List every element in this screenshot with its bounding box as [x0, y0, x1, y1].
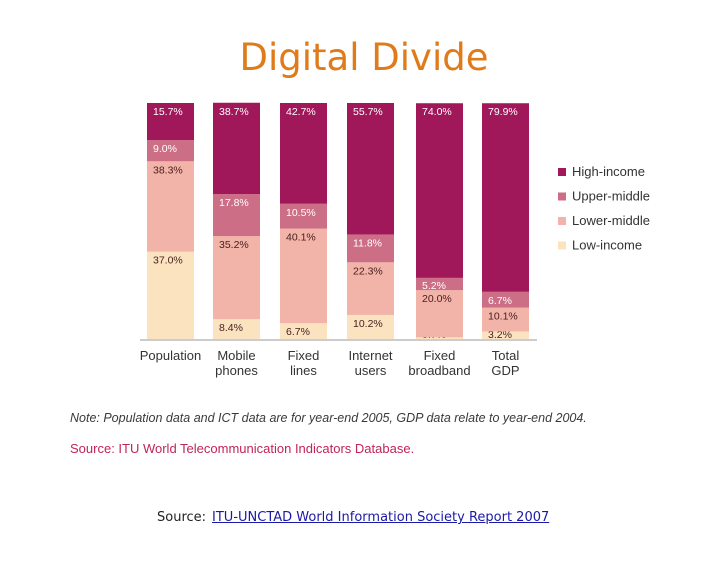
data-label: 42.7%	[286, 106, 316, 118]
bar-high-income-mobile-phones	[213, 102, 260, 195]
data-label: 55.7%	[353, 106, 383, 118]
bar-upper-middle-total-gdp	[482, 291, 529, 308]
bar-lower-middle-internet-users	[347, 262, 394, 315]
x-tick-label: Fixed	[288, 348, 320, 363]
bar-low-income-total-gdp	[482, 331, 529, 339]
bar-high-income-fixed-lines	[280, 103, 327, 204]
x-tick-label: Population	[140, 348, 201, 363]
source-label: Source:	[157, 510, 207, 525]
data-label: 10.5%	[286, 207, 316, 219]
data-label: 35.2%	[219, 239, 249, 251]
bar-high-income-fixed-broadband	[416, 103, 463, 278]
x-tick-label: broadband	[408, 363, 470, 378]
data-label: 17.8%	[219, 197, 249, 209]
stacked-bar-chart: 37.0% 38.3% 9.0% 15.7% Population 8.4% 35.2% 17…	[140, 102, 650, 378]
data-label: 22.3%	[353, 265, 383, 277]
legend-label-low-income: Low-income	[572, 238, 642, 253]
x-tick-label: users	[355, 363, 387, 378]
data-label: 37.0%	[153, 255, 183, 267]
data-label: 38.3%	[153, 164, 183, 176]
bar-low-income-fixed-broadband	[416, 337, 463, 339]
bar-lower-middle-mobile-phones	[213, 236, 260, 320]
x-tick-label: Total	[492, 348, 520, 363]
bar-upper-middle-internet-users	[347, 234, 394, 263]
x-tick-label: Mobile	[217, 348, 255, 363]
data-label: 6.7%	[286, 326, 310, 338]
x-tick-label: phones	[215, 363, 258, 378]
bar-low-income-mobile-phones	[213, 319, 260, 339]
bar-upper-middle-population	[147, 140, 194, 162]
bar-high-income-internet-users	[347, 103, 394, 235]
data-label: 40.1%	[286, 232, 316, 244]
bar-upper-middle-fixed-lines	[280, 203, 327, 229]
data-label: 10.2%	[353, 318, 383, 330]
legend-swatch-high-income	[558, 168, 566, 176]
data-label: 11.8%	[353, 237, 382, 249]
data-label: 6.7%	[488, 295, 512, 307]
source-link[interactable]: ITU-UNCTAD World Information Society Rep…	[212, 510, 550, 525]
x-tick-label: lines	[290, 363, 317, 378]
bar-high-income-total-gdp	[482, 103, 529, 292]
data-label: 5.2%	[422, 280, 446, 292]
bar-upper-middle-mobile-phones	[213, 194, 260, 237]
bar-low-income-internet-users	[347, 314, 394, 339]
legend-label-lower-middle: Lower-middle	[572, 213, 650, 228]
bar-low-income-fixed-lines	[280, 323, 327, 339]
data-label: 20.0%	[422, 293, 452, 305]
source-line: Source: ITU-UNCTAD World Information Soci…	[157, 510, 549, 525]
bar-high-income-population	[147, 103, 194, 141]
legend-label-high-income: High-income	[572, 164, 645, 179]
x-tick-label: Fixed	[424, 348, 456, 363]
data-label: 3.2%	[488, 329, 512, 341]
chart-note: Note: Population data and ICT data are f…	[70, 411, 587, 425]
bar-lower-middle-population	[147, 161, 194, 252]
data-label: 9.0%	[153, 143, 177, 155]
x-tick-label: Internet	[348, 348, 392, 363]
bar-lower-middle-fixed-broadband	[416, 290, 463, 338]
bar-lower-middle-total-gdp	[482, 307, 529, 332]
data-label: 10.1%	[488, 311, 518, 323]
page-title: Digital Divide	[239, 36, 489, 79]
bar-low-income-population	[147, 251, 194, 339]
database-source: Source: ITU World Telecommunication Indi…	[70, 441, 415, 456]
legend-swatch-low-income	[558, 241, 566, 250]
data-label: 74.0%	[422, 106, 452, 118]
x-tick-label: GDP	[491, 363, 519, 378]
legend-swatch-lower-middle	[558, 217, 566, 225]
legend-label-upper-middle: Upper-middle	[572, 189, 650, 204]
data-label: 79.9%	[488, 106, 518, 118]
bar-upper-middle-fixed-broadband	[416, 277, 463, 291]
legend-swatch-upper-middle	[558, 192, 566, 201]
bar-lower-middle-fixed-lines	[280, 228, 327, 324]
data-label: 38.7%	[219, 106, 249, 118]
data-label: 8.4%	[219, 322, 243, 334]
data-label: 15.7%	[153, 106, 183, 118]
